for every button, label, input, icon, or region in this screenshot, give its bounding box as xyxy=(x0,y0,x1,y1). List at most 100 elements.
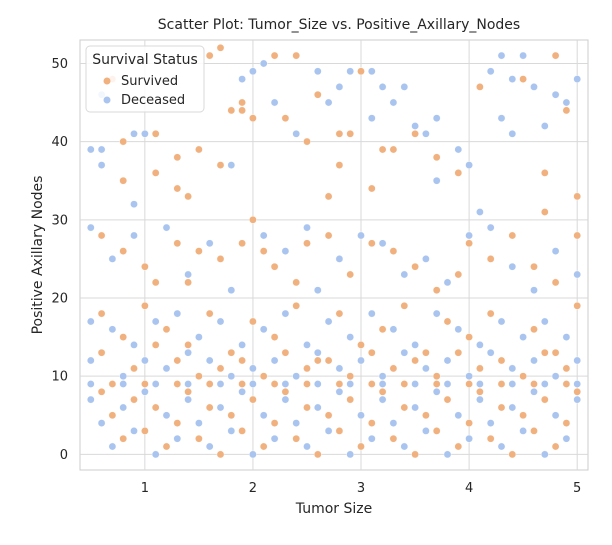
point-survived-69 xyxy=(141,301,149,310)
point-deceased-137 xyxy=(389,419,398,427)
point-deceased-98 xyxy=(357,356,365,365)
point-survived-135 xyxy=(346,395,355,404)
point-survived-17 xyxy=(292,51,301,60)
point-survived-84 xyxy=(465,333,473,341)
point-survived-165 xyxy=(367,380,376,388)
point-deceased-169 xyxy=(541,380,549,388)
point-survived-58 xyxy=(411,262,419,271)
point-survived-94 xyxy=(195,372,203,381)
point-deceased-62 xyxy=(573,270,582,279)
point-deceased-113 xyxy=(130,427,138,435)
point-survived-147 xyxy=(476,387,484,396)
point-deceased-13 xyxy=(313,67,322,76)
legend-marker-survived xyxy=(103,77,111,85)
point-survived-80 xyxy=(378,325,387,334)
point-deceased-83 xyxy=(519,333,527,341)
point-survived-125 xyxy=(238,427,246,435)
point-deceased-64 xyxy=(108,325,117,334)
point-deceased-170 xyxy=(573,380,582,388)
point-deceased-85 xyxy=(562,333,571,341)
point-survived-160 xyxy=(205,380,214,388)
point-deceased-8 xyxy=(238,75,246,83)
point-survived-48 xyxy=(238,239,246,248)
point-deceased-29 xyxy=(486,67,495,76)
point-deceased-84 xyxy=(541,317,549,326)
point-survived-145 xyxy=(454,442,463,451)
point-survived-82 xyxy=(422,348,430,357)
point-survived-111 xyxy=(562,364,571,373)
point-deceased-165 xyxy=(411,380,419,388)
point-survived-95 xyxy=(216,364,225,373)
point-survived-13 xyxy=(238,98,246,107)
point-deceased-161 xyxy=(281,380,290,388)
point-survived-112 xyxy=(97,387,106,396)
point-survived-129 xyxy=(281,387,290,396)
point-survived-53 xyxy=(303,239,311,248)
point-survived-167 xyxy=(432,380,441,388)
point-deceased-32 xyxy=(508,75,517,83)
point-deceased-12 xyxy=(292,129,301,138)
point-deceased-25 xyxy=(432,176,441,185)
point-deceased-138 xyxy=(400,442,409,451)
point-deceased-10 xyxy=(259,59,268,68)
y-axis-label: Positive Axillary Nodes xyxy=(30,176,46,335)
point-deceased-40 xyxy=(87,223,95,232)
point-deceased-18 xyxy=(367,114,376,122)
point-deceased-26 xyxy=(454,145,463,154)
point-deceased-21 xyxy=(400,83,409,91)
point-survived-127 xyxy=(259,442,268,451)
point-survived-79 xyxy=(357,341,365,349)
point-deceased-92 xyxy=(227,372,236,381)
point-survived-73 xyxy=(227,348,236,357)
point-deceased-36 xyxy=(541,122,549,130)
point-deceased-152 xyxy=(551,411,560,420)
point-survived-57 xyxy=(389,247,398,255)
point-deceased-54 xyxy=(400,270,409,279)
y-tick-label-0: 0 xyxy=(60,448,68,463)
y-tick-label-5: 50 xyxy=(51,57,68,72)
point-deceased-112 xyxy=(119,403,127,412)
point-deceased-124 xyxy=(249,450,257,459)
point-survived-142 xyxy=(422,411,430,420)
point-survived-90 xyxy=(97,348,106,357)
point-deceased-110 xyxy=(97,419,106,427)
point-deceased-70 xyxy=(238,341,246,349)
point-survived-106 xyxy=(454,348,463,357)
point-deceased-34 xyxy=(519,51,527,60)
point-deceased-164 xyxy=(378,380,387,388)
point-deceased-59 xyxy=(508,262,517,271)
point-survived-28 xyxy=(389,145,398,154)
point-deceased-120 xyxy=(205,442,214,451)
point-deceased-61 xyxy=(551,247,560,255)
point-survived-43 xyxy=(151,278,160,287)
x-tick-label-2: 3 xyxy=(357,481,365,496)
point-survived-130 xyxy=(292,434,301,443)
point-deceased-97 xyxy=(335,364,344,373)
legend-label-deceased: Deceased xyxy=(121,93,185,108)
point-deceased-23 xyxy=(422,129,430,138)
point-deceased-126 xyxy=(270,434,279,443)
point-survived-158 xyxy=(141,380,149,388)
point-deceased-43 xyxy=(162,223,171,232)
point-deceased-76 xyxy=(367,309,376,318)
y-tick-label-3: 30 xyxy=(51,213,68,228)
point-deceased-71 xyxy=(259,325,268,334)
point-deceased-144 xyxy=(465,434,473,443)
point-survived-134 xyxy=(335,427,344,435)
point-deceased-3 xyxy=(97,161,106,169)
point-survived-153 xyxy=(541,395,549,404)
point-deceased-5 xyxy=(130,200,138,208)
point-survived-67 xyxy=(97,309,106,318)
point-survived-143 xyxy=(432,427,441,435)
point-deceased-31 xyxy=(497,114,506,122)
point-deceased-28 xyxy=(476,208,484,216)
x-tick-label-3: 4 xyxy=(465,481,473,496)
point-survived-25 xyxy=(357,67,365,76)
point-deceased-1 xyxy=(97,145,106,154)
point-deceased-81 xyxy=(476,341,484,349)
point-survived-97 xyxy=(259,372,268,381)
x-tick-label-0: 1 xyxy=(141,481,149,496)
point-survived-31 xyxy=(519,75,527,83)
point-deceased-130 xyxy=(313,403,322,412)
point-deceased-116 xyxy=(162,411,171,420)
